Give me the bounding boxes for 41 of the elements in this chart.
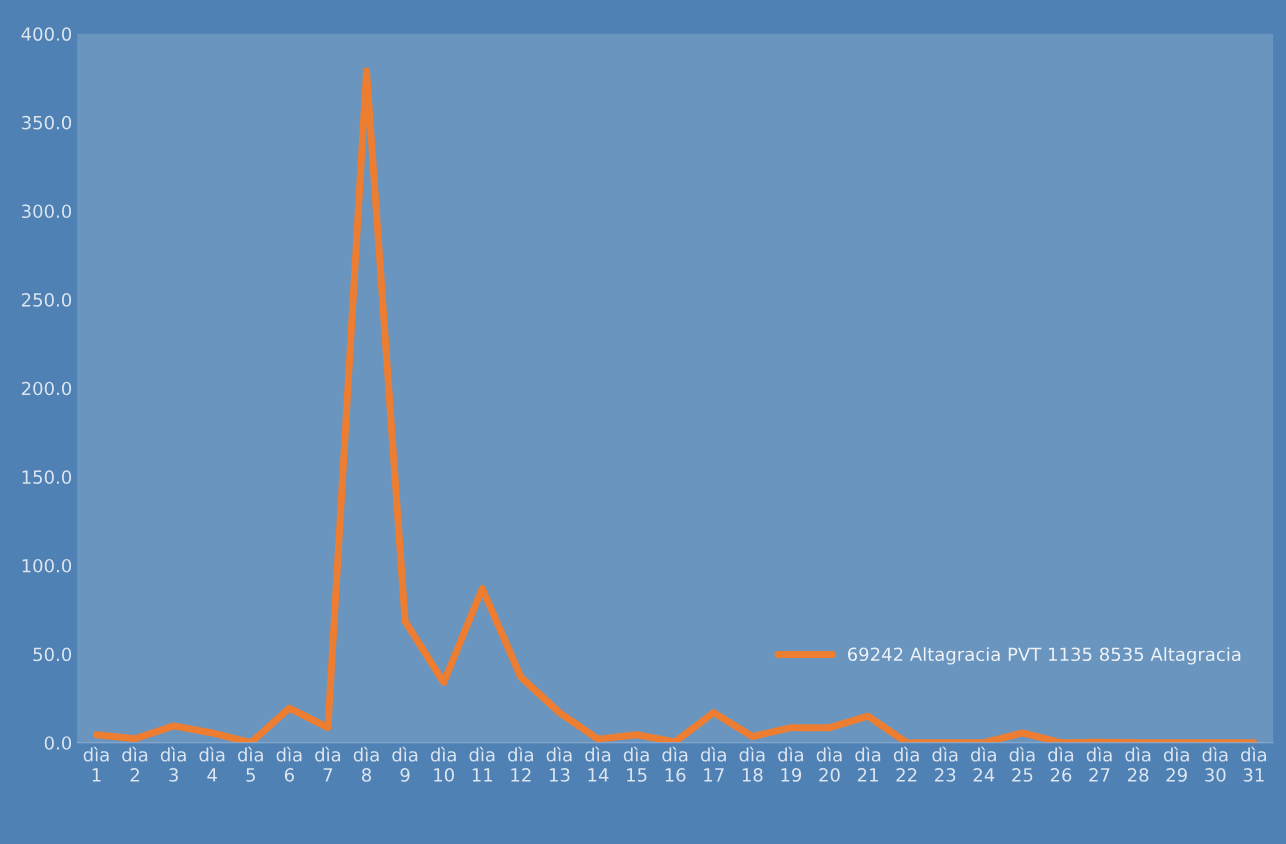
- x-tick-label: dìa 2: [122, 746, 148, 782]
- x-tick-label: dìa 20: [816, 746, 842, 782]
- x-tick-label: dìa 12: [508, 746, 533, 782]
- x-tick-label: dìa 28: [1125, 746, 1151, 782]
- x-tick-label: dìa 15: [623, 746, 649, 782]
- x-tick-label: dìa 14: [585, 746, 611, 782]
- y-tick-label: 400.0: [21, 27, 72, 41]
- x-tick-label: dìa 19: [778, 746, 804, 782]
- y-tick-label: 350.0: [21, 115, 72, 130]
- x-tick-label: dìa 27: [1086, 746, 1112, 782]
- x-tick-label: dìa 6: [276, 746, 302, 782]
- x-tick-label: dìa 24: [971, 746, 996, 782]
- x-tick-label: dìa 30: [1202, 746, 1228, 782]
- x-tick-label: dìa 11: [469, 746, 495, 782]
- x-tick-label: dìa 3: [160, 746, 186, 782]
- x-tick-label: dìa 8: [353, 746, 379, 782]
- x-tick-label: dìa 31: [1241, 746, 1266, 782]
- y-tick-label: 150.0: [22, 470, 72, 484]
- x-tick-label: dìa 13: [546, 746, 572, 782]
- x-tick-label: dìa 4: [199, 746, 225, 782]
- x-tick-label: dìa 22: [893, 746, 919, 782]
- legend-label: 69242 Altagracia PVT 1135 8535 Altagracia: [847, 647, 1241, 665]
- y-tick-label: 300.0: [21, 204, 72, 219]
- x-tick-label: dìa 10: [430, 746, 456, 782]
- x-tick-label: dìa 16: [662, 746, 688, 782]
- y-tick-label: 100.0: [22, 558, 72, 573]
- x-tick-label: dìa 17: [700, 746, 726, 782]
- y-tick-label: 0.0: [44, 736, 72, 750]
- y-tick-label: 50.0: [33, 647, 72, 662]
- x-tick-label: dìa 1: [83, 746, 109, 782]
- x-tick-label: dìa 21: [855, 746, 881, 782]
- x-tick-label: dìa 5: [237, 746, 263, 782]
- x-tick-label: dìa 18: [739, 746, 765, 782]
- x-tick-label: dìa 23: [932, 746, 958, 782]
- x-tick-label: dìa 29: [1163, 746, 1189, 782]
- x-tick-label: dìa 7: [315, 746, 341, 782]
- x-tick-label: dìa 25: [1009, 746, 1035, 782]
- y-tick-label: 200.0: [21, 381, 72, 396]
- x-tick-label: dìa 9: [392, 746, 418, 782]
- y-tick-label: 250.0: [21, 293, 72, 307]
- x-tick-label: dìa 26: [1048, 746, 1074, 782]
